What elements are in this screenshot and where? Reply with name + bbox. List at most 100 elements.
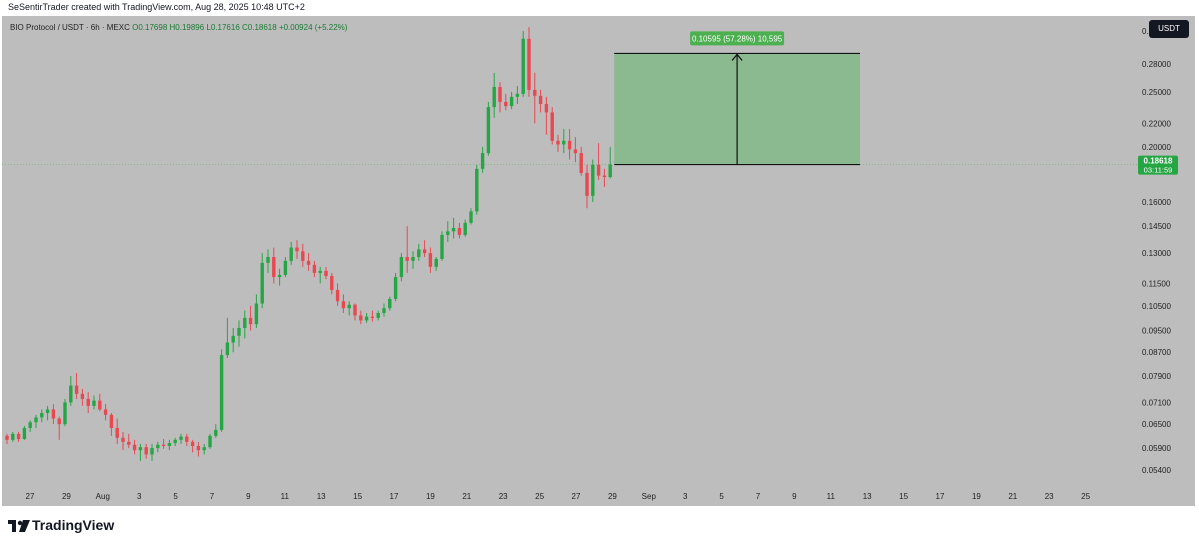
time-tick-label: 19	[426, 492, 435, 501]
credit-text: SeSentirTrader created with TradingView.…	[8, 2, 305, 12]
price-tick-label: 0.05900	[1142, 444, 1171, 453]
candle-body	[121, 437, 125, 442]
time-tick-label: Aug	[96, 492, 110, 501]
candle-body	[596, 164, 601, 176]
last-price-value: 0.18618	[1144, 157, 1173, 166]
candle-body	[254, 303, 259, 325]
candle-body	[556, 140, 560, 145]
candle-body	[63, 402, 67, 425]
measure-label-box	[690, 31, 785, 46]
symbol-legend[interactable]: BIO Protocol / USDT · 6h · MEXC O0.17698…	[10, 23, 347, 32]
candle-body	[295, 247, 299, 252]
candle-body	[405, 256, 409, 261]
candle-body	[260, 262, 264, 304]
candle-body	[567, 140, 572, 150]
price-tick-label: 0.11500	[1142, 279, 1171, 288]
price-tick-label: 0.22000	[1142, 119, 1171, 128]
price-tick-label: 0.14500	[1142, 222, 1171, 231]
candle-body	[492, 86, 496, 108]
price-plot[interactable]: 0.10595 (57.28%) 10,595	[2, 16, 1138, 486]
time-tick-label: 3	[683, 492, 688, 501]
time-tick-label: 11	[827, 492, 836, 501]
candle-body	[353, 304, 357, 316]
time-axis[interactable]: 27 29 Aug 3 5 7 9 11 13 15 17 19 21 23 25 27 29 Sep 3 5 7 9 11…	[2, 486, 1138, 506]
tradingview-brand: TradingView	[32, 517, 115, 533]
candle-body	[161, 444, 166, 446]
candle-body	[272, 256, 276, 278]
candle-body	[504, 101, 508, 107]
candle-body	[457, 227, 462, 235]
time-tick-label: 11	[281, 492, 290, 501]
time-tick-label: 29	[62, 492, 71, 501]
price-tick-label: 0.09500	[1142, 327, 1171, 336]
time-tick-label: 13	[317, 492, 326, 501]
candle-body	[550, 112, 554, 141]
candle-body	[475, 168, 479, 212]
candle-body	[562, 140, 566, 145]
candle-body	[243, 317, 247, 328]
candle-body	[208, 435, 212, 448]
candle-body	[277, 274, 282, 278]
time-tick-label: 29	[608, 492, 617, 501]
candle-body	[5, 435, 9, 440]
price-tick-label: 0.07900	[1142, 372, 1171, 381]
candle-body	[196, 445, 201, 451]
candle-body	[214, 429, 218, 436]
time-tick-label: 27	[26, 492, 35, 501]
time-tick-label: 15	[899, 492, 908, 501]
candle-body	[22, 427, 27, 440]
candle-body	[45, 409, 50, 414]
top-credit-bar: SeSentirTrader created with TradingView.…	[0, 0, 1199, 16]
measure-label-text: 0.10595 (57.28%) 10,595	[692, 34, 783, 43]
candle-body	[324, 270, 328, 277]
candle-body	[399, 256, 404, 278]
candle-body	[225, 342, 230, 356]
candle-body	[115, 427, 119, 438]
candle-body	[463, 222, 467, 235]
candle-body	[109, 414, 114, 428]
candle-body	[434, 258, 438, 267]
candle-body	[347, 304, 351, 309]
price-tick-label: 0.10500	[1142, 302, 1171, 311]
time-tick-label: 9	[246, 492, 251, 501]
price-scale[interactable]: 0.320000.280000.250000.220000.200000.160…	[1138, 16, 1195, 506]
price-tick-label: 0.08700	[1142, 348, 1171, 357]
candle-body	[544, 103, 549, 113]
candle-body	[318, 270, 322, 273]
time-tick-label: 7	[210, 492, 215, 501]
time-tick-label: 23	[499, 492, 508, 501]
candle-body	[28, 422, 32, 428]
symbol-name: BIO Protocol / USDT · 6h · MEXC	[10, 23, 130, 32]
candle-body	[509, 96, 514, 107]
candle-body	[330, 276, 334, 290]
candle-body	[190, 441, 195, 446]
candle-body	[80, 393, 85, 399]
candle-body	[103, 409, 108, 415]
candle-body	[359, 315, 363, 321]
candle-body	[127, 441, 131, 445]
candle-body	[98, 400, 102, 410]
candle-body	[388, 298, 392, 309]
candle-body	[521, 38, 525, 94]
candle-body	[86, 398, 90, 406]
candle-body	[74, 385, 79, 394]
candle-body	[231, 335, 235, 343]
time-tick-label: 23	[1045, 492, 1054, 501]
candle-body	[173, 439, 177, 444]
candle-body	[335, 289, 340, 302]
candle-body	[301, 251, 305, 261]
candle-body	[306, 260, 311, 265]
candle-body	[469, 211, 473, 223]
time-tick-label: 7	[756, 492, 761, 501]
price-tick-label: 0.13000	[1142, 249, 1171, 258]
time-tick-label: 19	[972, 492, 981, 501]
candle-body	[573, 149, 578, 154]
change-value: +0.00924 (+5.22%)	[278, 23, 348, 32]
currency-badge[interactable]: USDT	[1149, 20, 1189, 38]
candle-body	[185, 436, 189, 442]
candle-body	[538, 95, 543, 104]
candle-body	[370, 316, 375, 318]
candle-body	[202, 447, 206, 451]
candle-body	[144, 447, 148, 455]
chart-frame[interactable]: 0.10595 (57.28%) 10,595 27 29 Aug 3 5 7 9 11 13 1…	[2, 16, 1195, 506]
